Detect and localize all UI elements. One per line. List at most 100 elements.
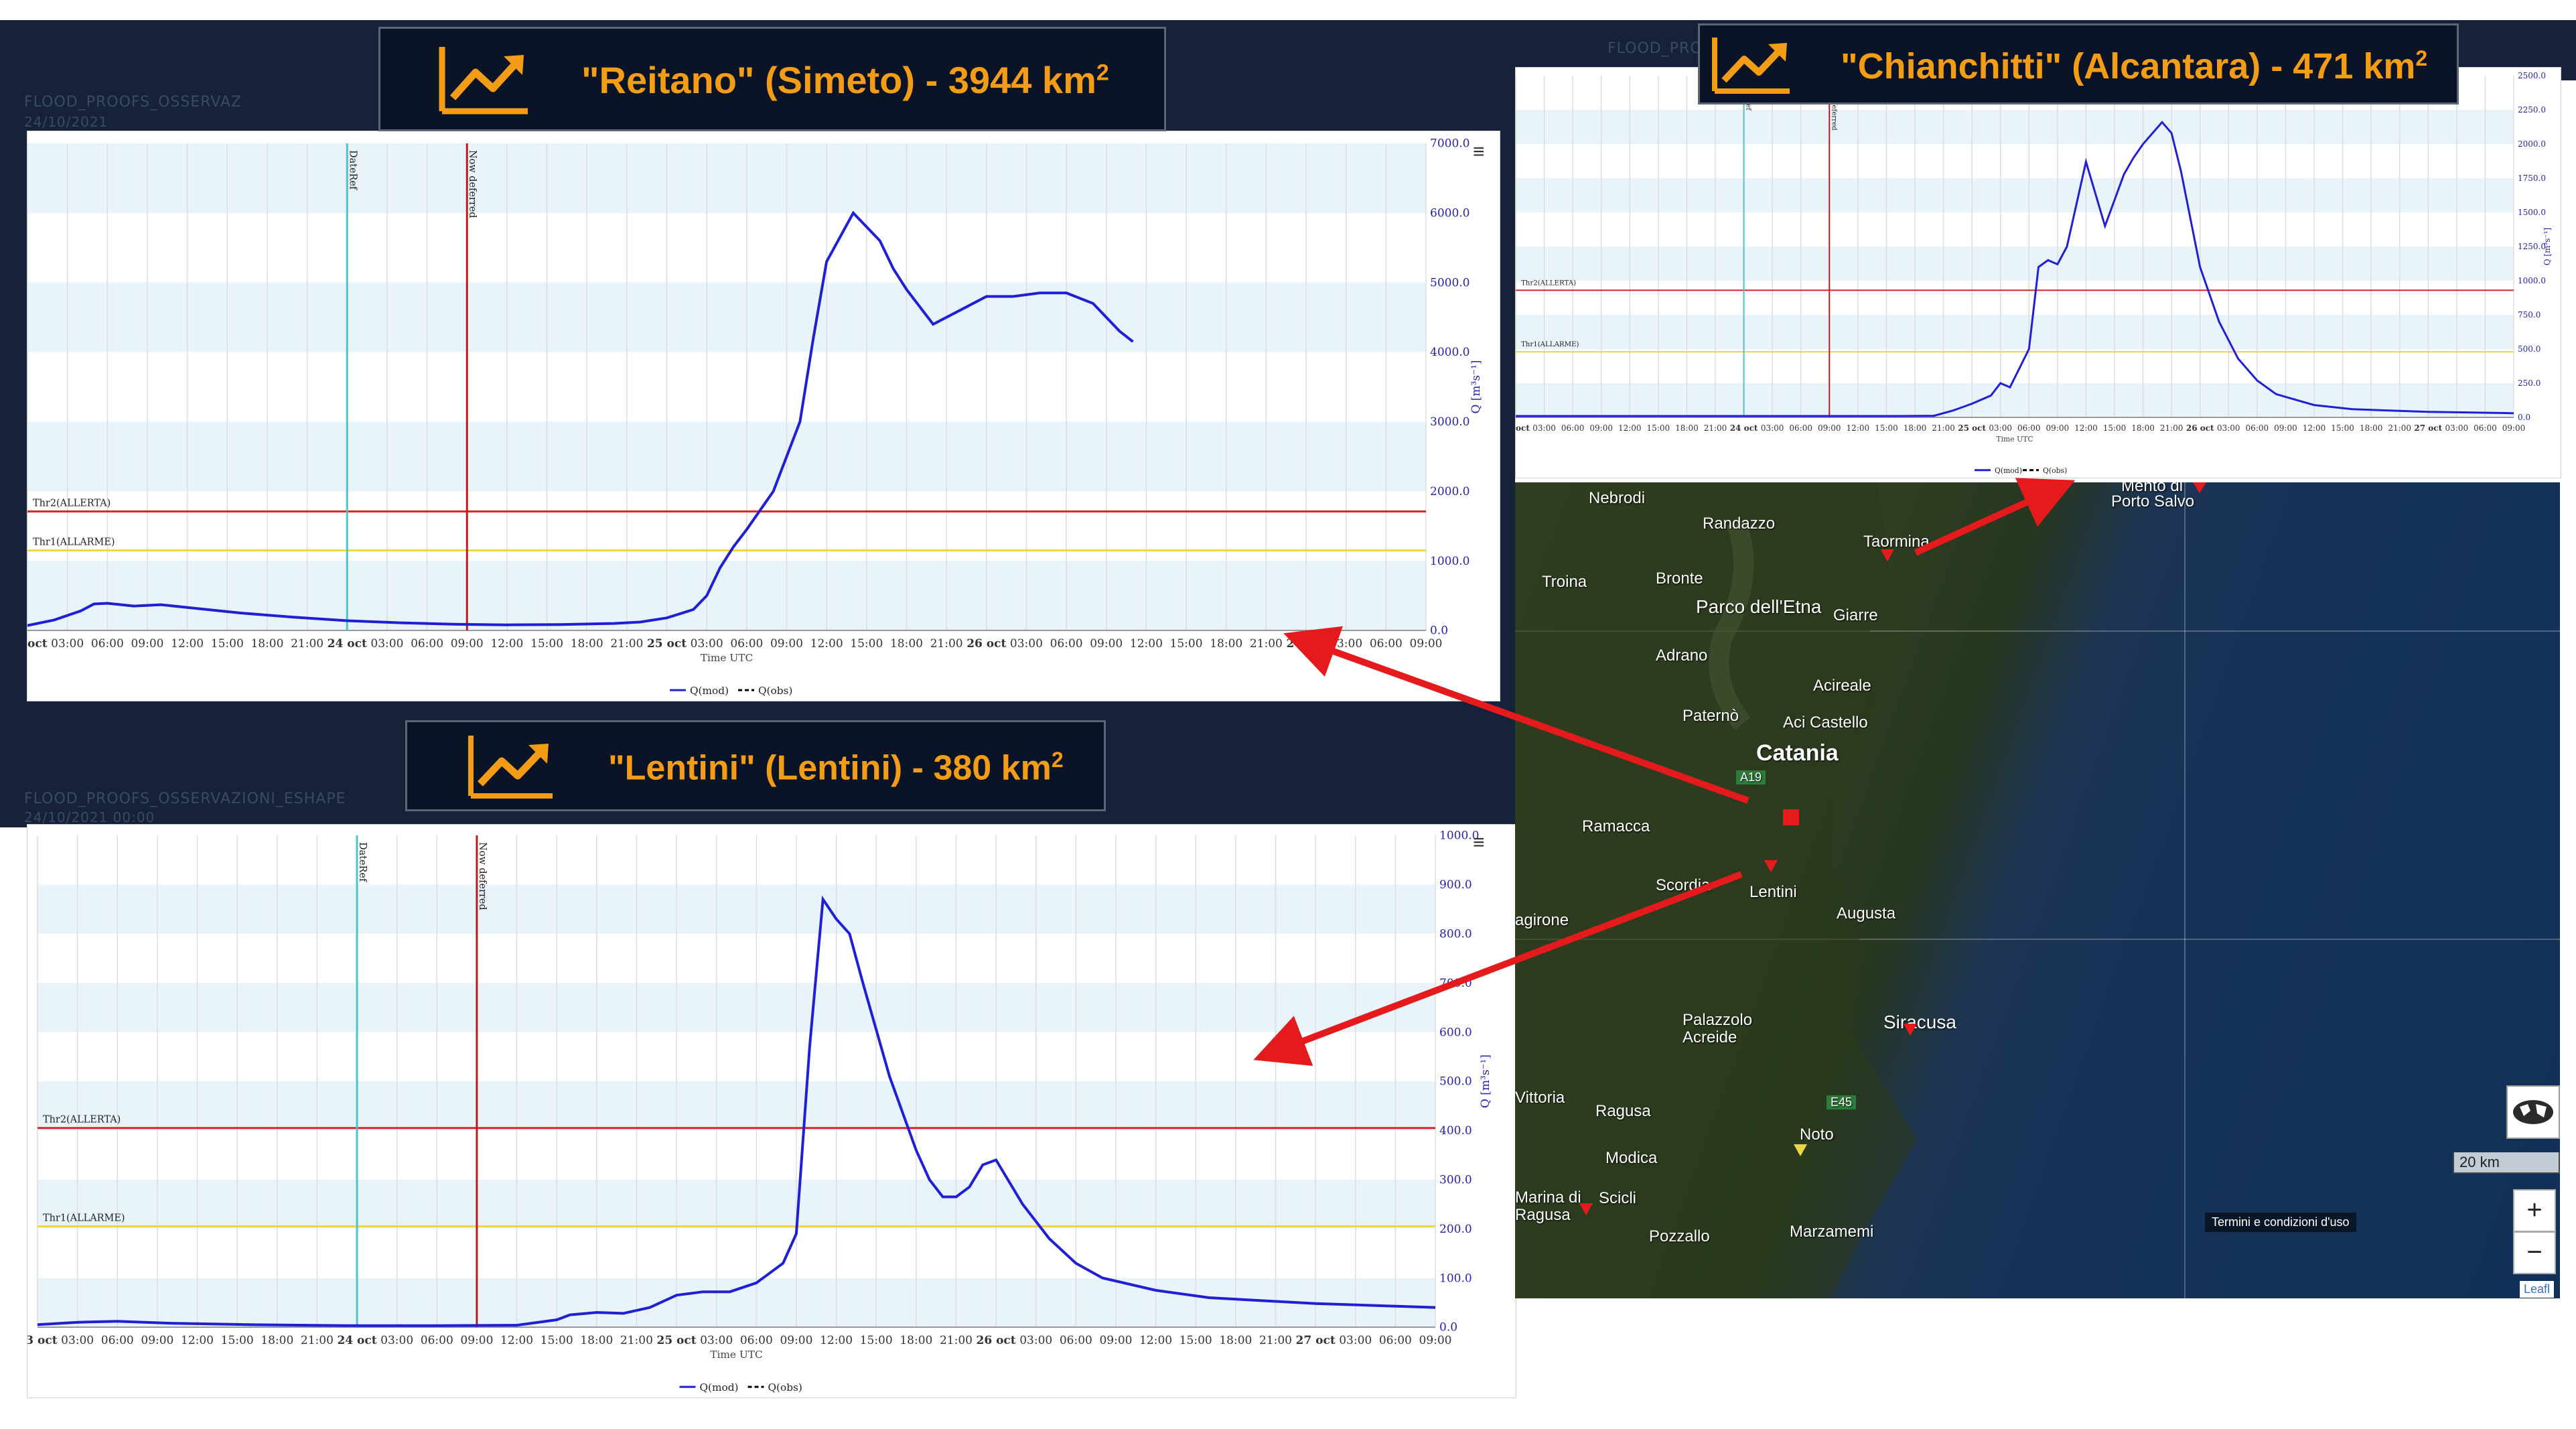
y-tick-label: 100.0 xyxy=(1439,1272,1472,1285)
y-tick-label: 1000.0 xyxy=(1430,555,1470,568)
x-tick-label: 03:00 xyxy=(370,637,403,651)
x-tick-label: 23 oct xyxy=(27,637,48,651)
threshold-label: Thr1(ALLARME) xyxy=(43,1213,125,1224)
x-tick-label: 24 oct xyxy=(337,1334,376,1347)
map-view[interactable]: Nebrodi Randazzo Taormina Troina Bronte … xyxy=(1515,482,2560,1298)
x-tick-label: 09:00 xyxy=(770,637,803,651)
x-tick-label: 18:00 xyxy=(1904,423,1927,433)
title-chianchitti: "Chianchitti" (Alcantara) - 471 km2 xyxy=(1841,46,2427,87)
x-tick-label: 15:00 xyxy=(211,637,244,651)
x-axis-label: Time UTC xyxy=(710,1349,762,1361)
x-tick-label: 03:00 xyxy=(1989,423,2012,433)
x-tick-label: 09:00 xyxy=(2502,423,2526,433)
now-label: Now deferred xyxy=(477,842,488,910)
station-marker-taormina xyxy=(1881,549,1894,561)
x-tick-label: 06:00 xyxy=(730,637,763,651)
y-axis-label: Q [m³s⁻¹] xyxy=(1479,1054,1492,1108)
x-tick-label: 09:00 xyxy=(1589,423,1613,433)
map-label: Augusta xyxy=(1837,904,1896,923)
chart-svg-chianchitti: 23 oct03:0006:0009:0012:0015:0018:0021:0… xyxy=(1516,71,2552,475)
y-tick-label: 0.0 xyxy=(1439,1321,1457,1335)
y-tick-label: 7000.0 xyxy=(1430,137,1470,151)
y-tick-label: 2000.0 xyxy=(2518,139,2546,149)
x-tick-label: 12:00 xyxy=(1847,423,1870,433)
y-tick-label: 250.0 xyxy=(2518,379,2541,388)
x-tick-label: 18:00 xyxy=(251,637,283,651)
x-tick-label: 26 oct xyxy=(2186,423,2214,433)
x-tick-label: 12:00 xyxy=(171,637,204,651)
x-tick-label: 21:00 xyxy=(2388,423,2411,433)
map-markers xyxy=(1579,482,2206,1215)
x-tick-label: 12:00 xyxy=(1618,423,1642,433)
zoom-out-button[interactable]: − xyxy=(2513,1231,2556,1274)
x-tick-label: 09:00 xyxy=(131,637,163,651)
date-label-mid: 24/10/2021 00:00 xyxy=(24,809,155,825)
trend-up-icon xyxy=(1712,38,1790,94)
y-tick-label: 2500.0 xyxy=(2518,71,2546,80)
x-tick-label: 12:00 xyxy=(490,637,523,651)
map-label-catania: Catania xyxy=(1756,740,1839,766)
map-label: Modica xyxy=(1605,1149,1658,1167)
date-label-top: 24/10/2021 xyxy=(24,114,109,130)
terms-link[interactable]: Termini e condizioni d'uso xyxy=(2205,1213,2356,1232)
chart-chianchitti: 23 oct03:0006:0009:0012:0015:0018:0021:0… xyxy=(1515,67,2561,478)
x-tick-label: 18:00 xyxy=(1219,1334,1252,1347)
y-tick-label: 300.0 xyxy=(1439,1173,1472,1186)
x-tick-label: 24 oct xyxy=(1730,423,1758,433)
world-map-icon[interactable] xyxy=(2506,1085,2560,1139)
legend-label-qobs: Q(obs) xyxy=(768,1381,802,1393)
x-tick-label: 21:00 xyxy=(301,1334,334,1347)
station-marker-lentini xyxy=(1764,860,1778,872)
x-tick-label: 15:00 xyxy=(2331,423,2354,433)
x-tick-label: 18:00 xyxy=(900,1334,932,1347)
x-tick-label: 15:00 xyxy=(860,1334,893,1347)
map-label: Aci Castello xyxy=(1783,713,1868,732)
x-tick-label: 21:00 xyxy=(1704,423,1727,433)
x-tick-label: 09:00 xyxy=(460,1334,493,1347)
x-tick-label: 09:00 xyxy=(780,1334,812,1347)
road-label-e45: E45 xyxy=(1827,1095,1857,1109)
chart-menu-icon[interactable]: ≡ xyxy=(1473,141,1485,163)
x-tick-label: 27 oct xyxy=(1286,637,1326,651)
now-label: Now deferred xyxy=(467,150,478,218)
x-tick-label: 21:00 xyxy=(1259,1334,1292,1347)
x-tick-label: 26 oct xyxy=(977,1334,1016,1347)
map-label: Scicli xyxy=(1599,1189,1637,1207)
x-tick-label: 15:00 xyxy=(1647,423,1670,433)
map-label: Troina xyxy=(1542,573,1587,591)
x-tick-label: 25 oct xyxy=(656,1334,696,1347)
map-attribution[interactable]: Leafl xyxy=(2520,1281,2555,1298)
y-tick-label: 700.0 xyxy=(1439,977,1472,990)
x-tick-label: 03:00 xyxy=(1019,1334,1052,1347)
x-tick-label: 06:00 xyxy=(1561,423,1585,433)
x-tick-label: 06:00 xyxy=(411,637,443,651)
x-tick-label: 03:00 xyxy=(2445,423,2469,433)
x-tick-label: 25 oct xyxy=(1958,423,1986,433)
chart-menu-icon[interactable]: ≡ xyxy=(1473,831,1485,854)
map-label: Siracusa xyxy=(1883,1012,1956,1032)
zoom-in-button[interactable]: + xyxy=(2513,1189,2556,1232)
map-label: Acireale xyxy=(1813,677,1871,695)
chart-svg-lentini: 23 oct03:0006:0009:0012:0015:0018:0021:0… xyxy=(27,829,1492,1393)
series-line-qmod xyxy=(37,895,1436,1327)
map-label: Marzamemi xyxy=(1790,1223,1874,1241)
map-label: Bronte xyxy=(1656,569,1703,588)
y-tick-label: 200.0 xyxy=(1439,1223,1472,1236)
layer-label-mid: FLOOD_PROOFS_OSSERVAZIONI_ESHAPE xyxy=(24,791,346,807)
x-tick-label: 03:00 xyxy=(700,1334,733,1347)
x-tick-label: 15:00 xyxy=(850,637,883,651)
y-tick-label: 5000.0 xyxy=(1430,276,1470,289)
plot-band xyxy=(1516,247,2514,281)
x-tick-label: 09:00 xyxy=(2046,423,2070,433)
x-tick-label: 06:00 xyxy=(1370,637,1403,651)
station-marker-noto xyxy=(1794,1144,1807,1156)
plot-band xyxy=(1516,315,2514,349)
threshold-label: Thr2(ALLERTA) xyxy=(33,498,111,508)
now-label: Now deferred xyxy=(1830,82,1837,131)
x-tick-label: 03:00 xyxy=(1330,637,1362,651)
x-tick-label: 03:00 xyxy=(1339,1334,1372,1347)
map-label: Giarre xyxy=(1833,606,1878,624)
x-tick-label: 12:00 xyxy=(500,1334,533,1347)
x-tick-label: 06:00 xyxy=(1789,423,1812,433)
y-tick-label: 6000.0 xyxy=(1430,207,1470,220)
